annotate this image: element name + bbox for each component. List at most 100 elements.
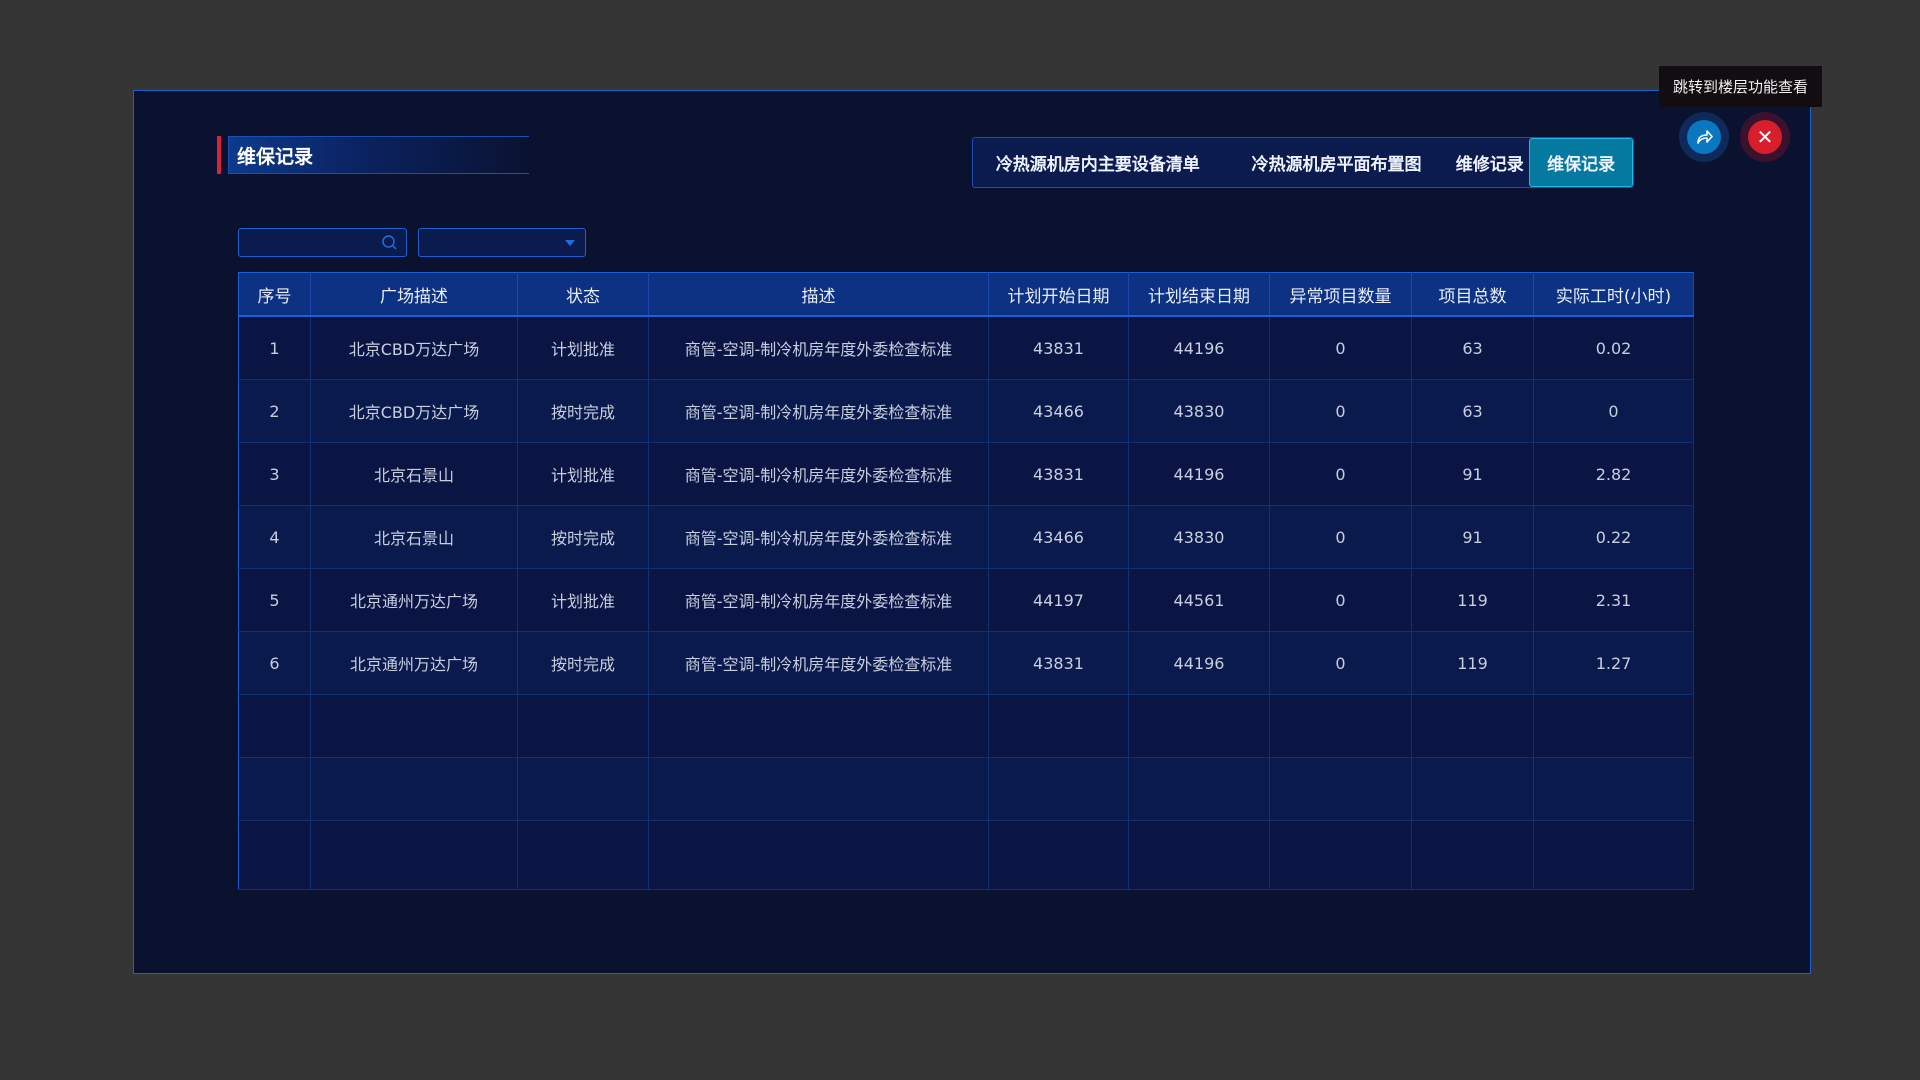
table-cell xyxy=(238,820,311,890)
table-cell: 2.31 xyxy=(1533,568,1694,632)
share-arrow-icon xyxy=(1687,120,1721,154)
jump-to-floor-button[interactable] xyxy=(1679,112,1729,162)
table-cell: 北京CBD万达广场 xyxy=(310,379,518,443)
table-cell: 商管-空调-制冷机房年度外委检查标准 xyxy=(648,316,989,380)
table-cell: 商管-空调-制冷机房年度外委检查标准 xyxy=(648,568,989,632)
title-background xyxy=(228,136,529,174)
close-button[interactable]: ✕ xyxy=(1740,112,1790,162)
table-cell xyxy=(517,820,649,890)
table-cell xyxy=(310,757,518,821)
table-cell: 2.82 xyxy=(1533,442,1694,506)
table-row[interactable]: 1 北京CBD万达广场 计划批准 商管-空调-制冷机房年度外委检查标准 43831 441… xyxy=(238,316,1694,380)
table-cell: 0 xyxy=(1533,379,1694,443)
table-header: 序号 广场描述 状态 描述 计划开始日期 计划结束日期 异常项目数量 项目总数 … xyxy=(238,272,1694,317)
table-cell: 0 xyxy=(1269,631,1412,695)
table-cell: 按时完成 xyxy=(517,505,649,569)
table-cell: 6 xyxy=(238,631,311,695)
table-cell: 商管-空调-制冷机房年度外委检查标准 xyxy=(648,379,989,443)
search-input[interactable] xyxy=(238,228,407,257)
table-row[interactable]: 4 北京石景山 按时完成 商管-空调-制冷机房年度外委检查标准 43466 43830 0 9… xyxy=(238,505,1694,569)
table-cell: 北京通州万达广场 xyxy=(310,568,518,632)
column-header[interactable]: 描述 xyxy=(648,272,989,317)
table-cell xyxy=(517,694,649,758)
table-cell xyxy=(1533,820,1694,890)
table-cell: 商管-空调-制冷机房年度外委检查标准 xyxy=(648,631,989,695)
table-cell: 91 xyxy=(1411,505,1534,569)
table-cell xyxy=(648,820,989,890)
table-cell: 按时完成 xyxy=(517,631,649,695)
table-row[interactable]: 5 北京通州万达广场 计划批准 商管-空调-制冷机房年度外委检查标准 44197 4456… xyxy=(238,568,1694,632)
table-cell: 4 xyxy=(238,505,311,569)
table-row[interactable]: 6 北京通州万达广场 按时完成 商管-空调-制冷机房年度外委检查标准 43831 4419… xyxy=(238,631,1694,695)
table-cell: 3 xyxy=(238,442,311,506)
table-cell: 63 xyxy=(1411,379,1534,443)
table-cell: 0 xyxy=(1269,316,1412,380)
table-cell xyxy=(1411,694,1534,758)
maintenance-table: 序号 广场描述 状态 描述 计划开始日期 计划结束日期 异常项目数量 项目总数 … xyxy=(238,272,1694,890)
table-cell: 44196 xyxy=(1128,442,1270,506)
column-header[interactable]: 异常项目数量 xyxy=(1269,272,1412,317)
table-cell: 北京石景山 xyxy=(310,505,518,569)
filter-select[interactable] xyxy=(418,228,586,257)
caret-down-icon xyxy=(565,240,575,246)
empty-table-row xyxy=(238,694,1694,758)
table-cell xyxy=(988,757,1129,821)
table-cell: 按时完成 xyxy=(517,379,649,443)
column-header[interactable]: 实际工时(小时) xyxy=(1533,272,1694,317)
table-cell: 计划批准 xyxy=(517,442,649,506)
empty-table-row xyxy=(238,820,1694,890)
table-cell: 43466 xyxy=(988,505,1129,569)
table-row[interactable]: 3 北京石景山 计划批准 商管-空调-制冷机房年度外委检查标准 43831 44196 0 9… xyxy=(238,442,1694,506)
table-cell xyxy=(988,694,1129,758)
column-header[interactable]: 广场描述 xyxy=(310,272,518,317)
table-cell xyxy=(517,757,649,821)
table-cell xyxy=(648,694,989,758)
table-cell: 北京CBD万达广场 xyxy=(310,316,518,380)
table-cell: 0.02 xyxy=(1533,316,1694,380)
table-cell: 63 xyxy=(1411,316,1534,380)
table-cell: 43831 xyxy=(988,631,1129,695)
column-header[interactable]: 计划开始日期 xyxy=(988,272,1129,317)
table-cell: 计划批准 xyxy=(517,316,649,380)
tab-bar: 冷热源机房内主要设备清单 冷热源机房平面布置图 维修记录 维保记录 xyxy=(972,137,1634,188)
table-cell: 43466 xyxy=(988,379,1129,443)
tab-repair-records[interactable]: 维修记录 xyxy=(1455,155,1524,175)
empty-table-row xyxy=(238,757,1694,821)
table-row[interactable]: 2 北京CBD万达广场 按时完成 商管-空调-制冷机房年度外委检查标准 43466 438… xyxy=(238,379,1694,443)
table-cell: 119 xyxy=(1411,568,1534,632)
table-cell: 44196 xyxy=(1128,631,1270,695)
table-cell xyxy=(1269,820,1412,890)
table-cell: 43831 xyxy=(988,316,1129,380)
table-cell: 0 xyxy=(1269,568,1412,632)
table-cell xyxy=(1128,694,1270,758)
table-cell xyxy=(1533,694,1694,758)
title-marker xyxy=(217,136,221,174)
search-icon xyxy=(382,235,397,250)
table-cell: 1 xyxy=(238,316,311,380)
table-cell: 0.22 xyxy=(1533,505,1694,569)
tab-maintenance-records[interactable]: 维保记录 xyxy=(1529,138,1633,187)
table-cell xyxy=(1411,757,1534,821)
table-cell: 43830 xyxy=(1128,505,1270,569)
table-cell xyxy=(648,757,989,821)
table-cell xyxy=(1128,820,1270,890)
table-cell: 1.27 xyxy=(1533,631,1694,695)
column-header[interactable]: 序号 xyxy=(238,272,311,317)
table-cell: 44561 xyxy=(1128,568,1270,632)
table-cell: 北京石景山 xyxy=(310,442,518,506)
column-header[interactable]: 状态 xyxy=(517,272,649,317)
table-cell: 5 xyxy=(238,568,311,632)
tab-floor-plan[interactable]: 冷热源机房平面布置图 xyxy=(1251,155,1422,175)
table-cell xyxy=(310,694,518,758)
column-header[interactable]: 计划结束日期 xyxy=(1128,272,1270,317)
table-cell: 计划批准 xyxy=(517,568,649,632)
table-cell: 43830 xyxy=(1128,379,1270,443)
table-cell: 0 xyxy=(1269,442,1412,506)
tab-equipment-list[interactable]: 冷热源机房内主要设备清单 xyxy=(995,155,1200,175)
table-cell: 0 xyxy=(1269,379,1412,443)
table-cell: 北京通州万达广场 xyxy=(310,631,518,695)
table-cell xyxy=(1269,694,1412,758)
table-cell: 44197 xyxy=(988,568,1129,632)
table-cell: 43831 xyxy=(988,442,1129,506)
column-header[interactable]: 项目总数 xyxy=(1411,272,1534,317)
